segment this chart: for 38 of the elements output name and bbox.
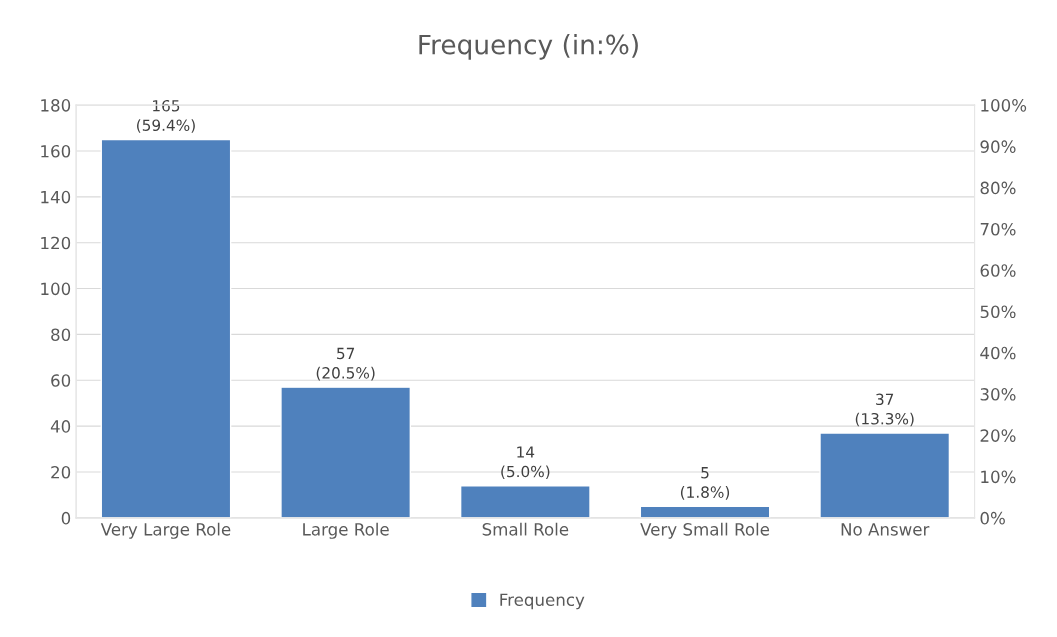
x-tick-label: Very Large Role	[100, 522, 231, 539]
y-tick-label: 140	[41, 190, 71, 204]
bar	[459, 485, 591, 518]
data-label: 5 (1.8%)	[680, 467, 730, 500]
y-tick-label: 180	[41, 99, 71, 112]
y2-tick-label: 80%	[980, 181, 1016, 195]
data-label: 57 (20.5%)	[316, 347, 375, 381]
bar	[639, 505, 771, 518]
y2-tick-label: 70%	[980, 222, 1016, 236]
y-tick-label: 0	[61, 511, 71, 525]
bar	[100, 138, 232, 518]
legend-label: Frequency	[500, 593, 585, 610]
y2-tick-label: 10%	[981, 470, 1016, 484]
x-tick-label: Small Role	[482, 522, 569, 536]
y-tick-label: 20	[51, 465, 71, 479]
data-label: 165 (59.4%)	[137, 100, 195, 133]
y-tick-label: 80	[51, 328, 71, 341]
y2-tick-label: 100%	[981, 99, 1027, 112]
y2-tick-label: 20%	[980, 429, 1016, 442]
x-tick-label: Large Role	[303, 522, 389, 539]
y2-tick-label: 40%	[980, 346, 1016, 360]
y-tick-label: 100	[41, 282, 71, 296]
data-label: 37 (13.3%)	[855, 393, 914, 427]
x-tick-label: Very Small Role	[640, 522, 770, 539]
bar	[280, 386, 412, 518]
data-label: 14 (5.0%)	[501, 446, 550, 480]
y2-tick-label: 30%	[980, 388, 1016, 401]
chart-title: Frequency (in:%)	[419, 34, 638, 60]
y2-tick-label: 60%	[980, 264, 1016, 277]
y-tick-label: 160	[41, 144, 71, 158]
y-tick-label: 120	[41, 236, 71, 250]
y-tick-label: 60	[51, 374, 71, 387]
bar	[819, 432, 951, 518]
y2-tick-label: 90%	[980, 140, 1016, 153]
y2-tick-label: 0%	[980, 511, 1005, 525]
x-tick-label: No Answer	[841, 523, 930, 536]
y2-tick-label: 50%	[980, 305, 1016, 319]
y-tick-label: 40	[50, 420, 71, 433]
